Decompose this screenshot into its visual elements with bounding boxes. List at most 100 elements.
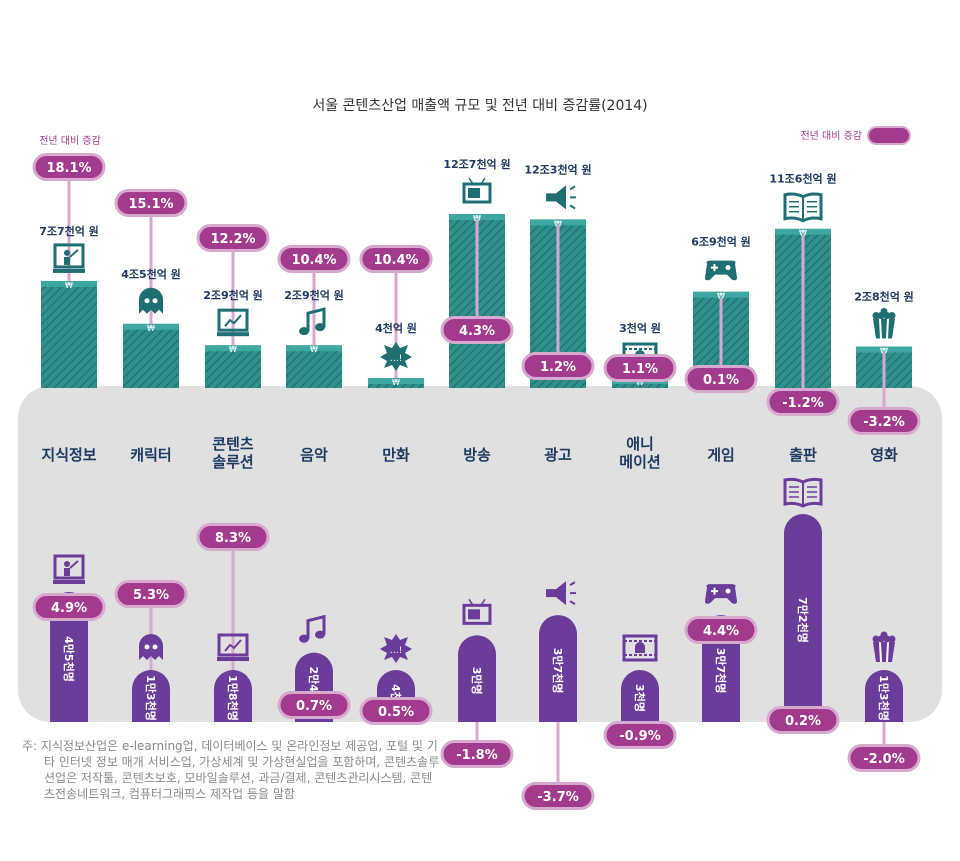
revenue-monitor-chart-icon-2 xyxy=(217,308,249,337)
revenue-value-label-6: 12조3천억 원 xyxy=(524,162,591,176)
ray-1 xyxy=(569,185,576,191)
screen xyxy=(53,243,85,269)
employment-ghost-icon-1 xyxy=(139,634,163,660)
revenue-change-badge-1-text: 15.1% xyxy=(128,197,173,212)
category-label-4-0: 만화 xyxy=(382,446,410,464)
eye-l xyxy=(144,298,150,304)
stand xyxy=(53,580,85,584)
stripe-1 xyxy=(879,318,882,339)
revenue-change-badge-3-pill xyxy=(277,245,351,273)
revenue-change-badge-0-pill xyxy=(32,153,106,181)
legend-right: 전년 대비 증감 xyxy=(800,126,911,145)
employment-popcorn-icon-10 xyxy=(872,631,896,663)
tv-screen xyxy=(468,188,480,198)
burst-glyph: …! xyxy=(390,354,403,364)
employment-change-badge-10-text: -2.0% xyxy=(863,752,904,767)
ghost xyxy=(139,287,163,314)
revenue-bar-won-3: ₩ xyxy=(310,345,318,354)
btn xyxy=(725,588,731,594)
revenue-value-label-7: 3천억 원 xyxy=(619,321,661,335)
ray-3 xyxy=(569,204,576,210)
note-b xyxy=(315,630,325,639)
employment-change-badge-7-text: -0.9% xyxy=(619,729,660,744)
box xyxy=(873,318,895,339)
employment-change-badge-6-pill xyxy=(521,782,595,810)
revenue-bar-won-1: ₩ xyxy=(147,324,155,333)
revenue-change-badge-5-pill xyxy=(440,316,514,344)
antenna-r xyxy=(480,598,486,606)
employment-value-label-2: 1만8천명 xyxy=(226,675,240,721)
note-a xyxy=(299,327,309,336)
eye-r xyxy=(152,298,158,304)
stripe-1 xyxy=(879,641,882,663)
employment-value-label-5: 3만명 xyxy=(470,667,484,695)
revenue-bar-7 xyxy=(612,382,668,388)
revenue-change-badge-3-text: 10.4% xyxy=(291,253,336,268)
category-label-10-0: 영화 xyxy=(870,446,898,464)
revenue-value-label-0: 7조7천억 원 xyxy=(39,224,99,238)
ray-1 xyxy=(569,581,576,586)
employment-bar-2 xyxy=(214,670,252,722)
employment-bar-7 xyxy=(621,670,659,722)
film xyxy=(622,634,658,662)
revenue-value-label-4: 4천억 원 xyxy=(375,321,417,335)
employment-value-label-8: 3만7천명 xyxy=(714,648,728,694)
category-label-6-0: 광고 xyxy=(544,446,572,464)
employment-change-badge-1-text: 5.3% xyxy=(133,588,169,603)
kernel-top xyxy=(880,631,888,639)
revenue-value-label-8: 6조9천억 원 xyxy=(691,235,751,249)
revenue-change-badge-2-pill xyxy=(196,224,270,252)
pointer xyxy=(69,249,79,258)
burst-glyph: …! xyxy=(390,646,403,656)
revenue-bar-3 xyxy=(286,349,342,388)
revenue-tv-icon-5 xyxy=(462,177,492,204)
ray-3 xyxy=(569,600,576,605)
revenue-bar-2 xyxy=(205,349,261,388)
employment-gamepad-icon-8 xyxy=(705,584,737,604)
employment-comic-burst-icon-4: …! xyxy=(380,634,412,663)
legend-label-right: 전년 대비 증감 xyxy=(800,130,862,142)
revenue-megaphone-icon-6 xyxy=(546,185,576,210)
revenue-value-label-5: 12조7천억 원 xyxy=(443,157,510,171)
legend-label-left: 전년 대비 증감 xyxy=(39,135,101,147)
revenue-change-badge-9-text: -1.2% xyxy=(782,396,823,411)
revenue-change-badge-8-text: 0.1% xyxy=(703,373,739,388)
kernel-0 xyxy=(872,635,880,643)
employment-change-badge-1-pill xyxy=(114,580,188,608)
revenue-value-label-10: 2조8천억 원 xyxy=(854,290,914,304)
employment-monitor-chart-icon-2 xyxy=(217,633,249,661)
category-label-9-0: 출판 xyxy=(789,446,817,464)
tv-body xyxy=(462,182,492,204)
revenue-music-note-icon-3 xyxy=(299,307,326,336)
revenue-bar-cap-5 xyxy=(449,214,505,220)
revenue-value-label-2: 2조9천억 원 xyxy=(203,288,263,302)
employment-bar-10 xyxy=(865,670,903,722)
employment-change-badge-5-text: -1.8% xyxy=(456,748,497,763)
stand xyxy=(217,332,249,337)
category-label-1-0: 캐릭터 xyxy=(130,446,171,464)
chart-title: 서울 콘텐츠산업 매출액 규모 및 전년 대비 증감률(2014) xyxy=(312,98,647,114)
employment-change-badge-10-pill xyxy=(847,744,921,772)
category-label-8-0: 게임 xyxy=(707,446,735,464)
revenue-value-label-3: 2조9천억 원 xyxy=(284,288,344,302)
revenue-change-badge-6-pill xyxy=(521,352,595,380)
antenna-r xyxy=(480,177,486,185)
category-label-2-0: 콘텐츠 xyxy=(212,435,254,453)
employment-change-badge-9-pill xyxy=(766,706,840,734)
employment-teacher-screen-icon-0 xyxy=(53,554,85,584)
stem xyxy=(306,307,326,332)
revenue-popcorn-icon-10 xyxy=(872,308,896,339)
note-b xyxy=(315,323,325,332)
stem xyxy=(306,614,326,639)
note-a xyxy=(299,634,309,643)
employment-change-badge-2-text: 8.3% xyxy=(215,531,251,546)
revenue-comic-burst-icon-4: …! xyxy=(380,342,412,371)
category-label-0-0: 지식정보 xyxy=(41,446,96,464)
revenue-change-badge-5-text: 4.3% xyxy=(459,324,495,339)
head xyxy=(64,561,70,567)
employment-change-badge-2-pill xyxy=(196,523,270,551)
category-label-5-0: 방송 xyxy=(463,446,491,464)
antenna-l xyxy=(468,598,474,606)
eye-r xyxy=(152,644,158,650)
employment-value-label-10: 1만3천명 xyxy=(877,675,891,721)
